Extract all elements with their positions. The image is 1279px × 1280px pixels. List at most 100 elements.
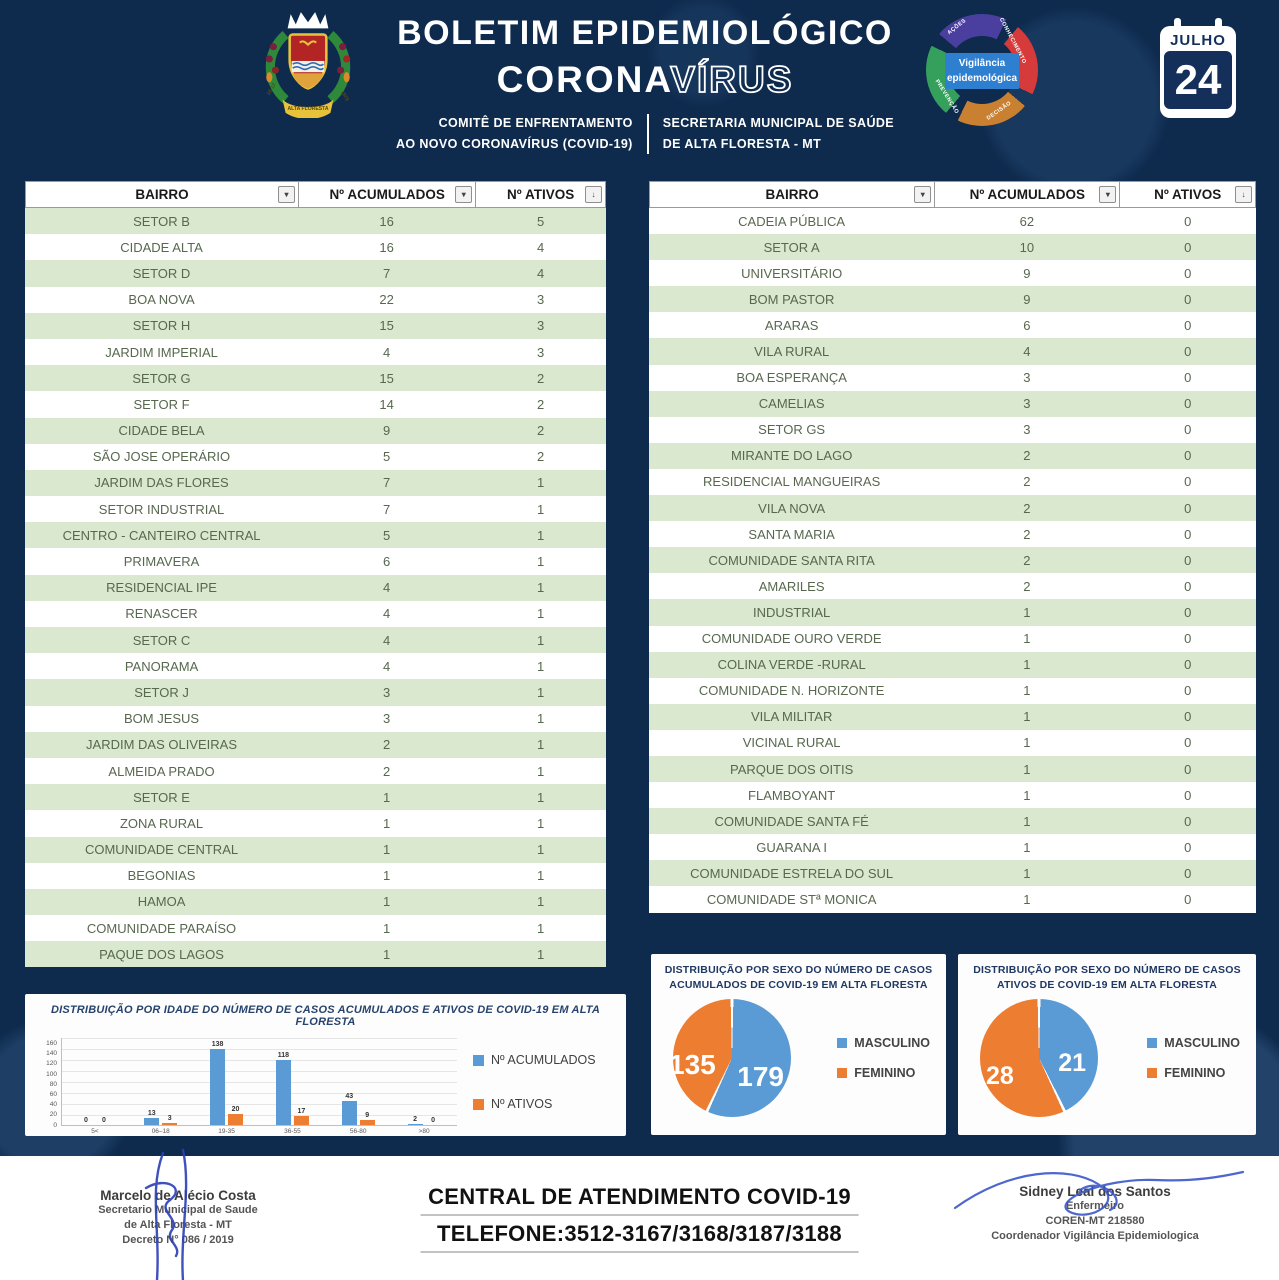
calendar-day: 24 (1164, 51, 1232, 109)
calendar-ring-icon (1215, 18, 1222, 34)
bar (144, 1117, 160, 1125)
bar (341, 1101, 357, 1125)
legend-swatch-blue-icon (473, 1054, 484, 1066)
cell-bairro: CAMELIAS (758, 396, 825, 412)
cell-bairro: PRIMAVERA (123, 554, 200, 570)
cell-acumulados: 4 (383, 344, 391, 360)
cell-acumulados: 4 (383, 658, 391, 674)
header-bairro: BAIRRO ▾ (649, 181, 935, 208)
cell-bairro: SETOR GS (758, 422, 826, 438)
table-row: SETOR G 15 2 (25, 365, 606, 392)
cell-ativos: 0 (1184, 709, 1192, 725)
cell-acumulados: 1 (1023, 787, 1031, 803)
bar (210, 1049, 226, 1125)
table-row: AMARILES 2 0 (649, 573, 1256, 600)
filter-dropdown-icon[interactable]: ▾ (278, 186, 296, 203)
pie-chart-accumulated: 135 179 (669, 999, 791, 1118)
table-row: JARDIM IMPERIAL 4 3 (25, 338, 606, 366)
sex-distribution-active-panel: DISTRIBUIÇÃO POR SEXO DO NÚMERO DE CASOS… (958, 954, 1256, 1135)
bar-value-label: 43 (345, 1093, 354, 1101)
table-row: SETOR E 1 1 (25, 784, 606, 811)
filter-dropdown-icon[interactable]: ▾ (455, 186, 473, 203)
cell-acumulados: 5 (383, 527, 391, 543)
y-tick-label: 160 (46, 1040, 57, 1047)
hotline-phone: TELEFONE:3512-3167/3168/3187/3188 (420, 1221, 859, 1253)
table-row: COLINA VERDE -RURAL 1 0 (649, 651, 1256, 678)
cell-acumulados: 1 (1023, 683, 1031, 699)
filter-dropdown-icon[interactable]: ▾ (914, 186, 932, 203)
cycle-center-label: Vigilância epidemológica (945, 53, 1019, 89)
signature-block-nurse: Sidney Leal dos Santos Enfermeiro COREN-… (930, 1170, 1260, 1244)
filter-dropdown-icon[interactable]: ▾ (1099, 186, 1117, 203)
table-row: UNIVERSITÁRIO 9 0 (649, 260, 1256, 287)
calendar-ring-icon (1174, 18, 1181, 34)
legend-entry-masculino: MASCULINO (1147, 1036, 1240, 1050)
cell-acumulados: 2 (1023, 526, 1031, 542)
x-category-label: 06–18 (151, 1128, 170, 1135)
cell-ativos: 1 (537, 920, 545, 936)
cell-ativos: 1 (537, 842, 545, 858)
cell-acumulados: 2 (1023, 474, 1031, 490)
bar-value-label: 2 (413, 1115, 417, 1123)
cell-acumulados: 9 (1023, 265, 1031, 281)
calendar-icon: JULHO 24 (1160, 18, 1236, 118)
bar-group: 43 9 56-80 (341, 1038, 375, 1135)
table-row: INDUSTRIAL 1 0 (649, 599, 1256, 626)
cell-acumulados: 1 (1023, 709, 1031, 725)
cell-bairro: PAQUE DOS LAGOS (99, 946, 224, 962)
bar-value-label: 0 (83, 1117, 88, 1124)
legend-entry-masculino: MASCULINO (837, 1036, 930, 1050)
legend-swatch-blue-icon (837, 1038, 848, 1049)
table-row: HAMOA 1 1 (25, 888, 606, 916)
cell-acumulados: 1 (1023, 813, 1031, 829)
bar-legend: Nº ACUMULADOS Nº ATIVOS (457, 1038, 616, 1126)
cell-acumulados: 4 (383, 606, 391, 622)
cell-ativos: 0 (1184, 317, 1192, 333)
cell-bairro: RENASCER (125, 606, 198, 622)
bairros-table-left: BAIRRO ▾ Nº ACUMULADOS ▾ Nº ATIVOS ↓ SETOR … (25, 181, 606, 968)
bar-value-label: 3 (167, 1115, 172, 1123)
cell-acumulados: 7 (383, 265, 391, 281)
subtitle-divider (646, 114, 649, 155)
cell-acumulados: 16 (379, 213, 394, 229)
cell-acumulados: 4 (1023, 344, 1031, 360)
cell-ativos: 4 (537, 265, 545, 281)
cell-ativos: 3 (537, 318, 545, 334)
cell-acumulados: 3 (1023, 396, 1031, 412)
legend-entry-feminino: FEMININO (1147, 1066, 1240, 1080)
bar-value-label: 17 (297, 1107, 306, 1115)
table-row: CAMELIAS 3 0 (649, 390, 1256, 417)
table-row: ZONA RURAL 1 1 (25, 810, 606, 837)
cell-ativos: 0 (1184, 422, 1192, 438)
cell-acumulados: 1 (1023, 761, 1031, 777)
sort-descending-icon[interactable]: ↓ (1235, 186, 1252, 203)
pie-value-feminino: 135 (669, 1048, 716, 1080)
cell-acumulados: 16 (379, 239, 394, 255)
table-header-row: BAIRRO ▾ Nº ACUMULADOS ▾ Nº ATIVOS ↓ (649, 181, 1256, 208)
table-row: COMUNIDADE SANTA RITA 2 0 (649, 547, 1256, 574)
y-tick-label: 0 (53, 1121, 57, 1129)
cell-bairro: ZONA RURAL (119, 815, 204, 831)
cell-bairro: UNIVERSITÁRIO (741, 265, 843, 281)
table-row: RENASCER 4 1 (25, 600, 606, 627)
table-header-row: BAIRRO ▾ Nº ACUMULADOS ▾ Nº ATIVOS ↓ (25, 181, 606, 208)
y-tick-label: 120 (46, 1060, 57, 1068)
cell-ativos: 0 (1184, 213, 1192, 229)
cell-ativos: 0 (1184, 265, 1192, 281)
sort-descending-icon[interactable]: ↓ (585, 186, 602, 203)
cell-ativos: 0 (1184, 631, 1192, 647)
cell-acumulados: 4 (383, 632, 391, 648)
bar-group: 0 0 5< (78, 1038, 111, 1135)
pie-chart-active: 28 21 (980, 999, 1098, 1118)
cell-bairro: COMUNIDADE SANTA RITA (708, 552, 875, 568)
bar (228, 1114, 244, 1125)
cell-ativos: 1 (537, 606, 545, 622)
bar-group: 13 3 06–18 (144, 1038, 178, 1135)
table-row: BOM PASTOR 9 0 (649, 286, 1256, 313)
cell-acumulados: 1 (1023, 631, 1031, 647)
cell-ativos: 0 (1184, 291, 1192, 307)
table-row: MIRANTE DO LAGO 2 0 (649, 442, 1256, 469)
bulletin-subtitle-corona: CORONAVÍRUS (496, 58, 794, 101)
cell-bairro: BEGONIAS (127, 868, 196, 884)
footer: Marcelo de Alécio Costa Secretario Munic… (0, 1148, 1279, 1280)
